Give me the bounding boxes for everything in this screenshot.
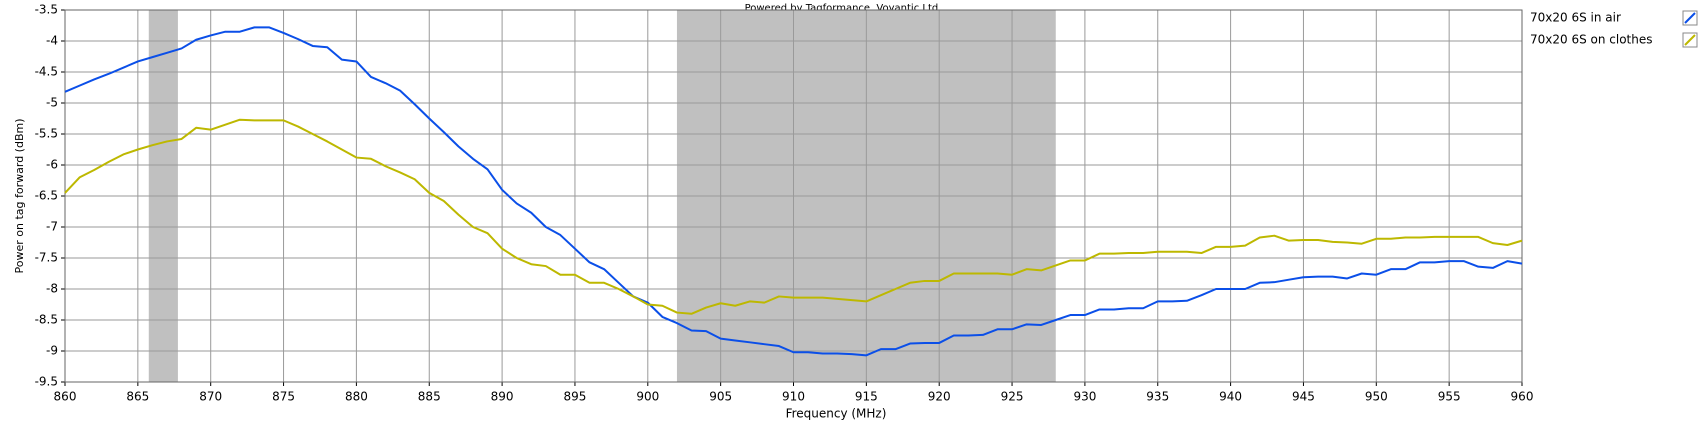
y-tick-label: -6 [46,158,58,172]
x-tick-label: 900 [636,390,659,404]
y-tick-label: -9 [46,344,58,358]
y-tick-label: -3.5 [35,3,58,17]
x-tick-label: 915 [855,390,878,404]
y-tick-label: -9.5 [35,375,58,389]
x-tick-label: 880 [345,390,368,404]
x-tick-label: 935 [1146,390,1169,404]
x-tick-label: 865 [126,390,149,404]
chart-title: Powered by Tagformance, Voyantic Ltd. [745,3,942,14]
x-tick-label: 905 [709,390,732,404]
x-tick-label: 945 [1292,390,1315,404]
y-axis-label: Power on tag forward (dBm) [13,119,26,274]
y-tick-label: -4.5 [35,65,58,79]
y-tick-label: -4 [46,34,58,48]
x-tick-label: 925 [1001,390,1024,404]
y-tick-label: -8.5 [35,313,58,327]
y-tick-label: -6.5 [35,189,58,203]
x-tick-label: 885 [418,390,441,404]
x-tick-label: 960 [1511,390,1534,404]
legend-swatch [1684,34,1696,46]
legend-label: 70x20 6S on clothes [1530,33,1653,47]
plot-frame [64,9,1523,383]
x-tick-label: 955 [1438,390,1461,404]
x-tick-label: 910 [782,390,805,404]
x-tick-label: 930 [1073,390,1096,404]
y-tick-label: -8 [46,282,58,296]
series-line [64,26,1523,357]
y-tick-label: -7 [46,220,58,234]
x-tick-label: 950 [1365,390,1388,404]
y-tick-label: -5.5 [35,127,58,141]
x-tick-label: 940 [1219,390,1242,404]
series-line [64,118,1523,315]
legend-swatch [1684,12,1696,24]
x-tick-label: 920 [928,390,951,404]
y-tick-label: -5 [46,96,58,110]
x-tick-label: 860 [54,390,77,404]
y-tick-label: -7.5 [35,251,58,265]
x-tick-label: 895 [563,390,586,404]
x-tick-label: 875 [272,390,295,404]
x-tick-label: 870 [199,390,222,404]
legend-label: 70x20 6S in air [1530,11,1621,25]
x-tick-label: 890 [491,390,514,404]
x-axis-label: Frequency (MHz) [786,407,887,421]
